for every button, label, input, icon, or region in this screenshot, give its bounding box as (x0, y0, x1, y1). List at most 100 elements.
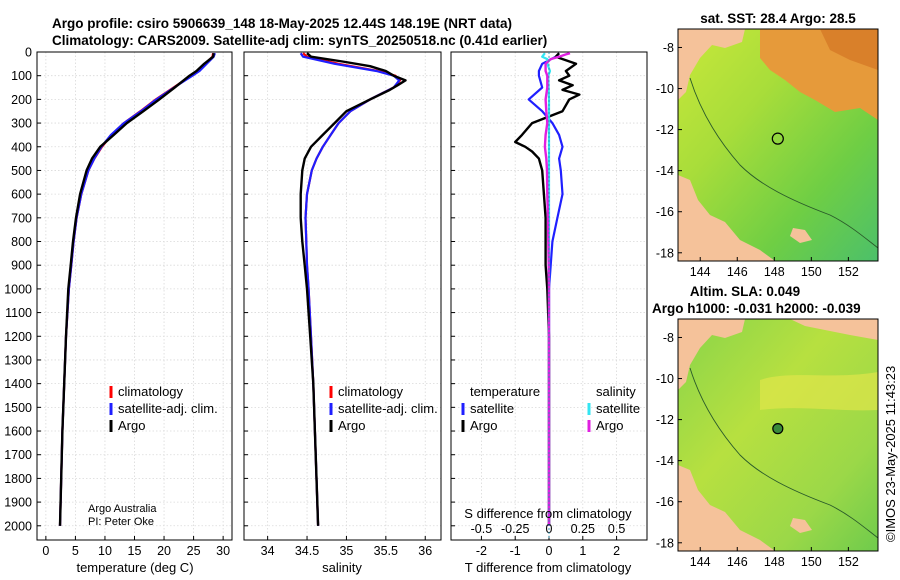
x-tick-label: 15 (128, 544, 142, 558)
temperature-panel: 0 5 10 15 20 25 300100200300400500600700800900… (4, 46, 233, 558)
difference-legend: temperature salinity satellite Argo sate… (461, 384, 640, 433)
legend-ssat-label: satellite (596, 401, 640, 416)
map-y-tick-label: -16 (656, 205, 674, 219)
map-x-tick-label: 150 (801, 555, 822, 569)
x-tick-label: 1 (579, 544, 586, 558)
y-tick-label: 1500 (4, 401, 32, 415)
sst-map-title: sat. SST: 28.4 Argo: 28.5 (700, 11, 856, 26)
x-tick-label: 5 (72, 544, 79, 558)
header-title-line2: Climatology: CARS2009. Satellite-adj cli… (52, 33, 547, 48)
legend-tsat-label: satellite (470, 401, 514, 416)
legend-sat-label: satellite-adj. clim. (338, 401, 438, 416)
sdiff-tick-label: 0.5 (608, 522, 625, 536)
map-y-tick-label: -8 (663, 41, 674, 55)
x-tick-label: 2 (613, 544, 620, 558)
sdiff-tick-label: -0.5 (471, 522, 493, 536)
sst-land-australia (678, 175, 775, 261)
sla-land-islands (790, 319, 878, 340)
y-tick-label: 1900 (4, 496, 32, 510)
salinity-xlabel: salinity (322, 560, 362, 575)
y-tick-label: 1000 (4, 282, 32, 296)
y-tick-label: 1200 (4, 330, 32, 344)
map-x-tick-label: 150 (801, 265, 822, 279)
sla-float-marker (772, 423, 784, 435)
legend-targo-label: Argo (470, 418, 497, 433)
y-tick-label: 400 (11, 140, 32, 154)
legend-argo-label: Argo (338, 418, 365, 433)
temperature-xlabel: temperature (deg C) (76, 560, 193, 575)
map-y-tick-label: -14 (656, 454, 674, 468)
map-y-tick-label: -8 (663, 331, 674, 345)
sdiff-xlabel: S difference from climatology (464, 506, 632, 521)
map-x-tick-label: 144 (690, 555, 711, 569)
y-tick-label: 1100 (5, 306, 32, 320)
sla-map-frame (677, 318, 879, 552)
map-y-tick-label: -18 (656, 246, 674, 260)
series-line-argo (299, 52, 407, 526)
y-tick-label: 1400 (4, 377, 32, 391)
y-tick-label: 600 (11, 188, 32, 202)
x-tick-label: -1 (510, 544, 521, 558)
credit-line2: PI: Peter Oke (88, 516, 154, 528)
map-x-tick-label: 148 (764, 265, 785, 279)
map-y-tick-label: -12 (656, 413, 674, 427)
sst-isobath (689, 77, 878, 249)
x-tick-label: 35 (339, 544, 353, 558)
salinity-legend: climatology satellite-adj. clim. Argo (329, 384, 438, 433)
x-tick-label: 0 (546, 544, 553, 558)
x-tick-label: 35.5 (374, 544, 398, 558)
map-x-tick-label: 146 (727, 555, 748, 569)
map-y-tick-label: -14 (656, 164, 674, 178)
x-tick-label: 25 (187, 544, 201, 558)
map-y-tick-label: -16 (656, 495, 674, 509)
sla-map-title: Altim. SLA: 0.049 (690, 284, 800, 299)
credit-line1: Argo Australia (88, 503, 157, 515)
x-tick-label: 34.5 (295, 544, 319, 558)
y-tick-label: 300 (11, 117, 32, 131)
salinity-panel: 34 34.5 35 35.5 36 (243, 51, 442, 558)
temperature-legend: climatology satellite-adj. clim. Argo (109, 384, 218, 433)
sla-high-band (760, 372, 878, 411)
y-tick-label: 1800 (4, 472, 32, 486)
legend-temperature-heading: temperature (470, 384, 540, 399)
legend-sat-label: satellite-adj. clim. (118, 401, 218, 416)
x-tick-label: 20 (157, 544, 171, 558)
tdiff-xlabel: T difference from climatology (465, 560, 632, 575)
copyright-text: ©IMOS 23-May-2025 11:43:23 (883, 366, 898, 542)
legend-sargo-label: Argo (596, 418, 623, 433)
x-tick-label: 0 (42, 544, 49, 558)
sla-map-subtitle: Argo h1000: -0.031 h2000: -0.039 (652, 301, 861, 316)
map-y-tick-label: -10 (656, 372, 674, 386)
x-tick-label: -2 (476, 544, 487, 558)
y-tick-label: 2000 (4, 519, 32, 533)
sla-land-png (678, 319, 745, 390)
sst-map-ticks: 144 146 148 150 152 -8 -10 -12 -14 -16 -18 (656, 41, 859, 279)
header-title-line1: Argo profile: csiro 5906639_148 18-May-2… (52, 16, 512, 31)
sst-map (678, 29, 878, 261)
series-line-argo (58, 52, 215, 526)
x-tick-label: 34 (261, 544, 275, 558)
panel-frame (36, 51, 233, 541)
y-tick-label: 500 (11, 164, 32, 178)
x-tick-label: 36 (418, 544, 432, 558)
sst-warm-core (820, 29, 878, 70)
map-x-tick-label: 152 (838, 265, 859, 279)
map-x-tick-label: 146 (727, 265, 748, 279)
x-tick-label: 10 (98, 544, 112, 558)
y-tick-label: 1700 (4, 448, 32, 462)
sla-map-ticks: 144 146 148 150 152 -8 -10 -12 -14 -16 -18 (656, 331, 859, 569)
sst-land-png (678, 29, 745, 100)
map-y-tick-label: -12 (656, 123, 674, 137)
sla-isobath (689, 367, 878, 539)
sla-land-island (790, 518, 812, 533)
y-tick-label: 200 (11, 93, 32, 107)
legend-salinity-heading: salinity (596, 384, 636, 399)
sdiff-tick-label: -0.25 (501, 522, 530, 536)
y-tick-label: 700 (11, 211, 32, 225)
y-tick-label: 0 (25, 46, 32, 60)
legend-clim-label: climatology (118, 384, 184, 399)
sst-land-island (790, 228, 812, 243)
map-y-tick-label: -10 (656, 82, 674, 96)
sla-land-australia (678, 465, 775, 551)
